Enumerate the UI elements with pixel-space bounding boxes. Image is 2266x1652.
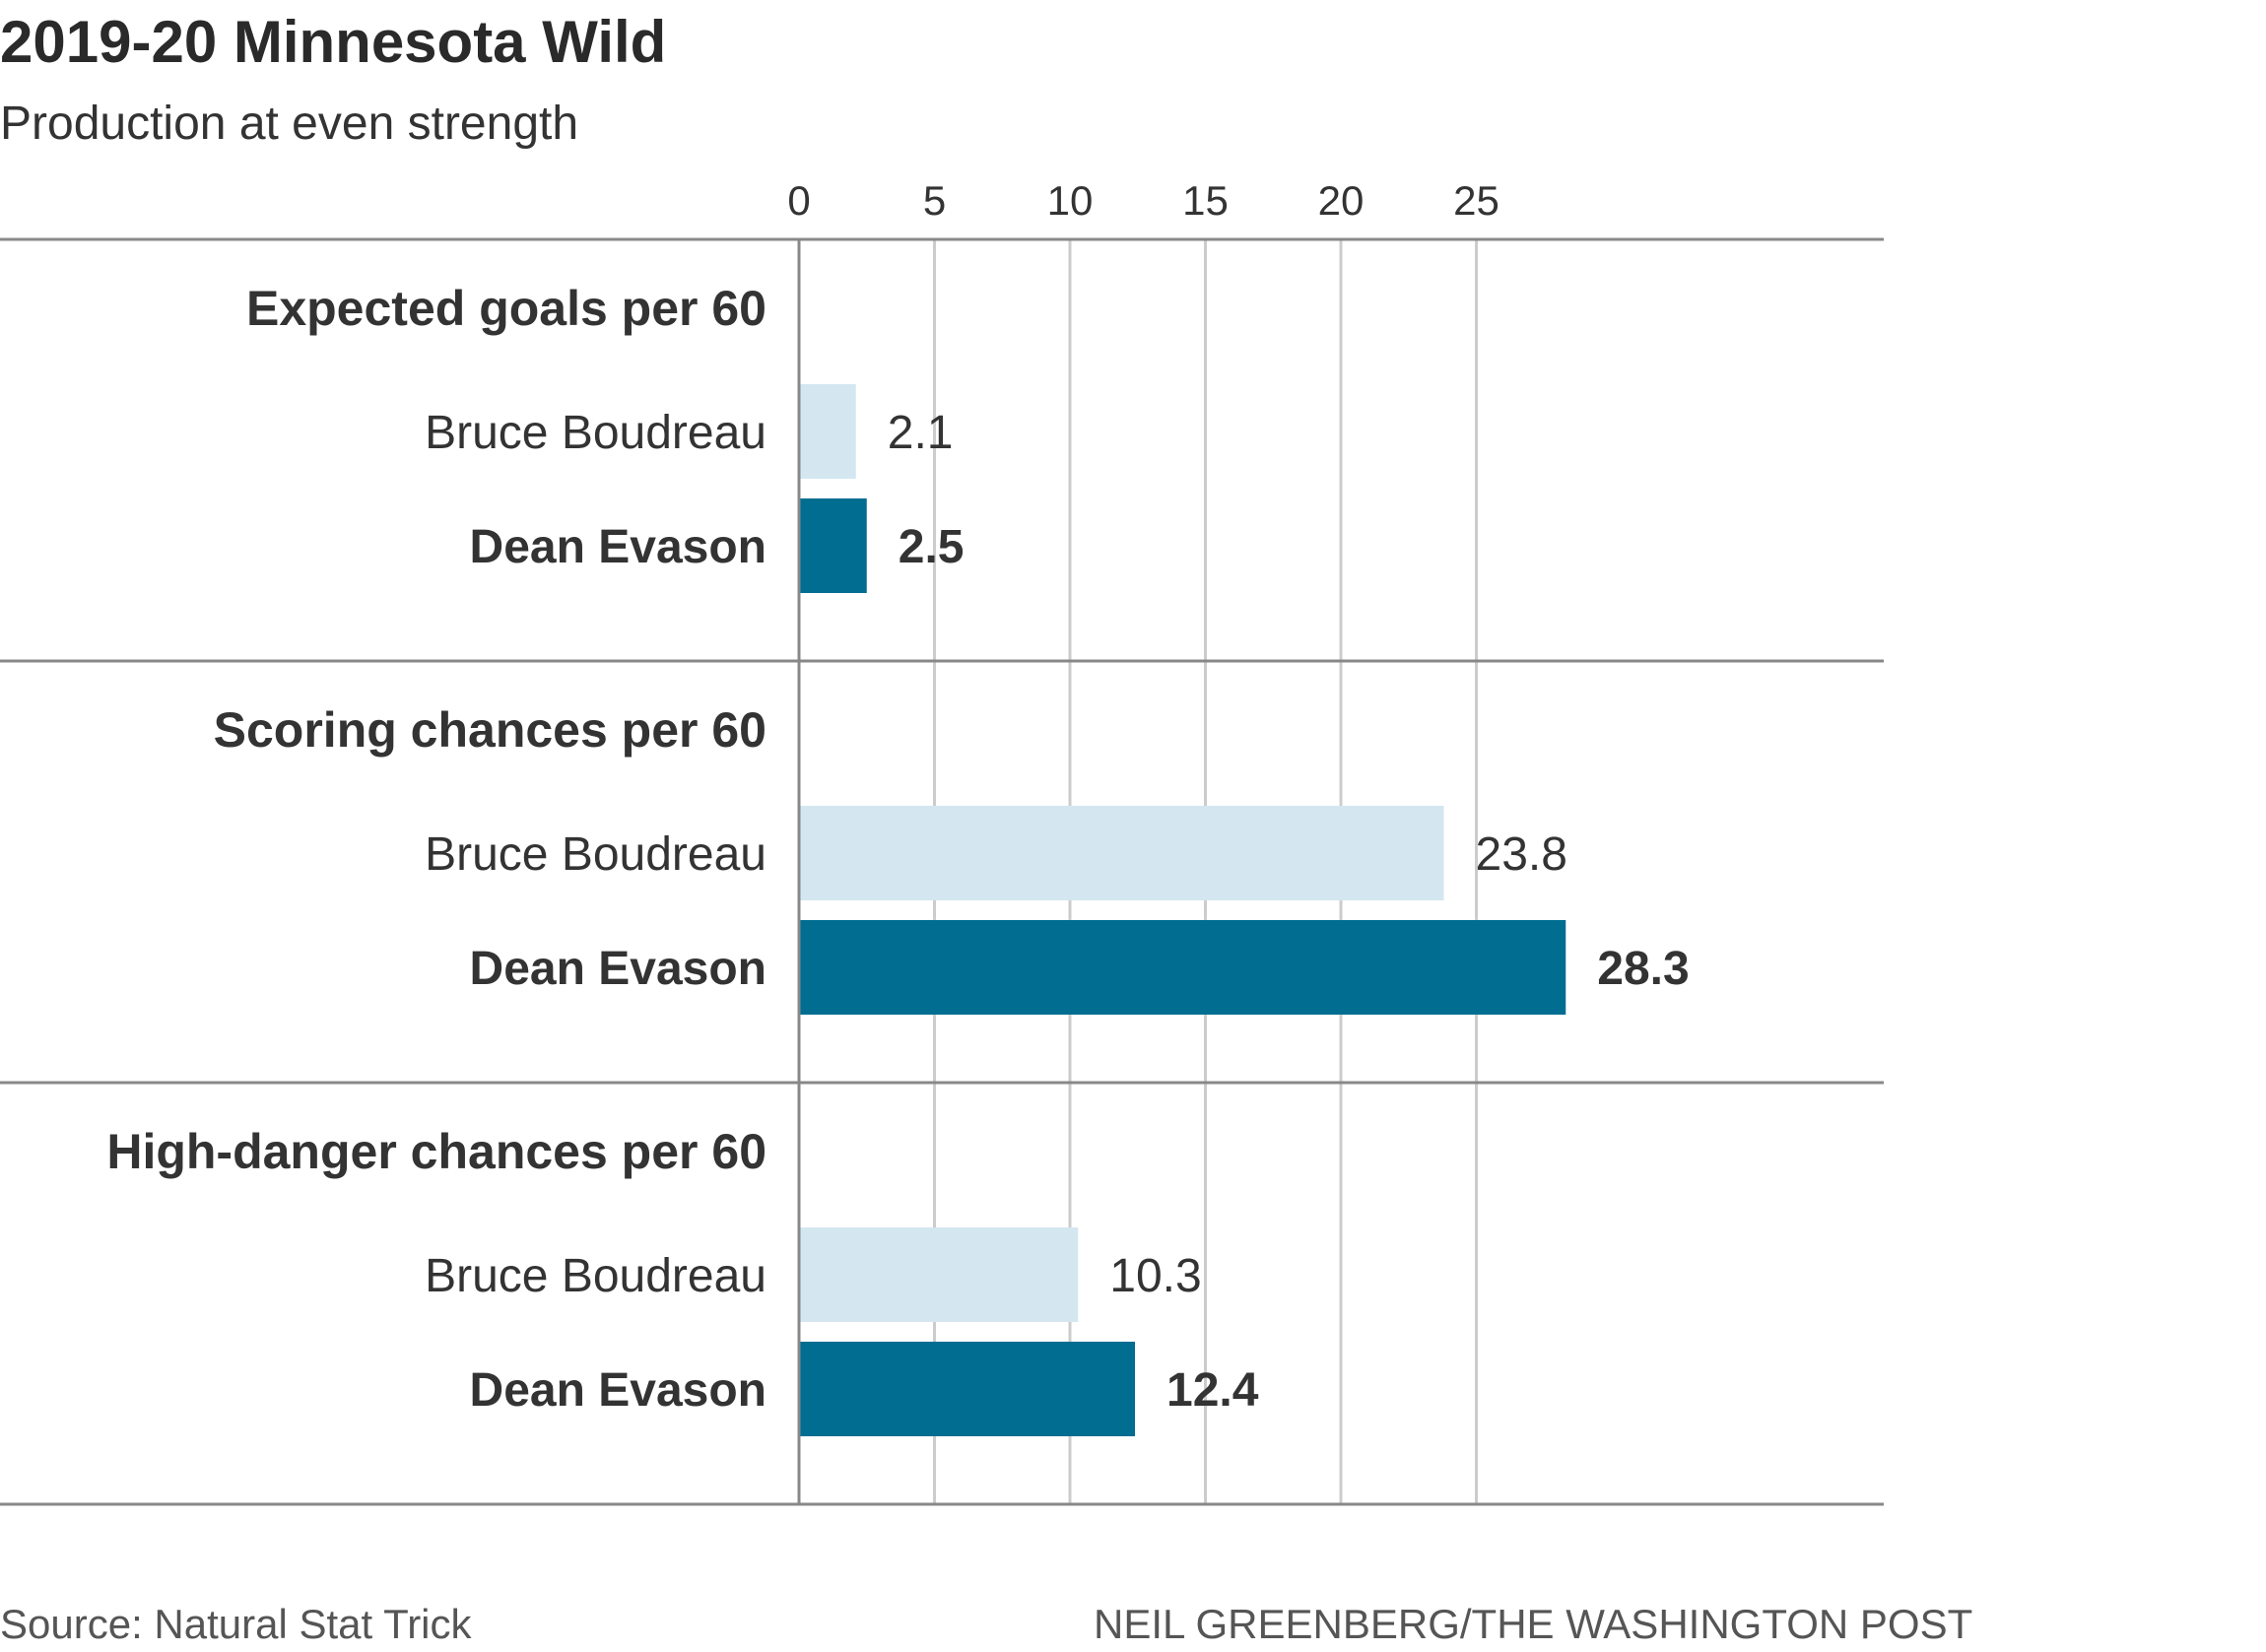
chart-title: 2019-20 Minnesota Wild [0,9,667,75]
bar-value-label: 10.3 [1109,1250,1201,1302]
bar-dean-evason [799,920,1566,1015]
bar-bruce-boudreau [799,806,1444,900]
x-tick-label: 20 [1318,177,1365,224]
bar-value-label: 2.1 [888,407,954,459]
credit-note: NEIL GREENBERG/THE WASHINGTON POST [1094,1601,1973,1647]
x-tick-label: 0 [787,177,810,224]
bar-category-label: Bruce Boudreau [425,407,766,459]
group-label: Scoring chances per 60 [214,702,766,758]
chart-subtitle: Production at even strength [0,98,579,150]
bar-value-label: 12.4 [1166,1364,1259,1417]
x-tick-label: 25 [1453,177,1500,224]
source-note: Source: Natural Stat Trick [0,1601,472,1647]
bar-bruce-boudreau [799,384,856,479]
bar-bruce-boudreau [799,1227,1079,1322]
bar-category-label: Dean Evason [470,943,766,995]
bar-value-label: 28.3 [1597,943,1689,995]
bar-category-label: Dean Evason [470,521,766,573]
x-tick-label: 5 [923,177,946,224]
bar-category-label: Bruce Boudreau [425,1250,766,1302]
bar-dean-evason [799,1342,1135,1436]
group-label: Expected goals per 60 [246,281,766,336]
x-tick-label: 10 [1047,177,1094,224]
bar-value-label: 2.5 [899,521,965,573]
bar-category-label: Dean Evason [470,1364,766,1417]
bar-dean-evason [799,498,867,593]
bar-value-label: 23.8 [1476,828,1567,881]
x-tick-label: 15 [1182,177,1229,224]
bar-category-label: Bruce Boudreau [425,828,766,881]
group-label: High-danger chances per 60 [106,1124,766,1179]
bar-chart: 0 5 10 15 20 25 Expected goals per 60 Bruce Bou… [0,177,1884,1506]
